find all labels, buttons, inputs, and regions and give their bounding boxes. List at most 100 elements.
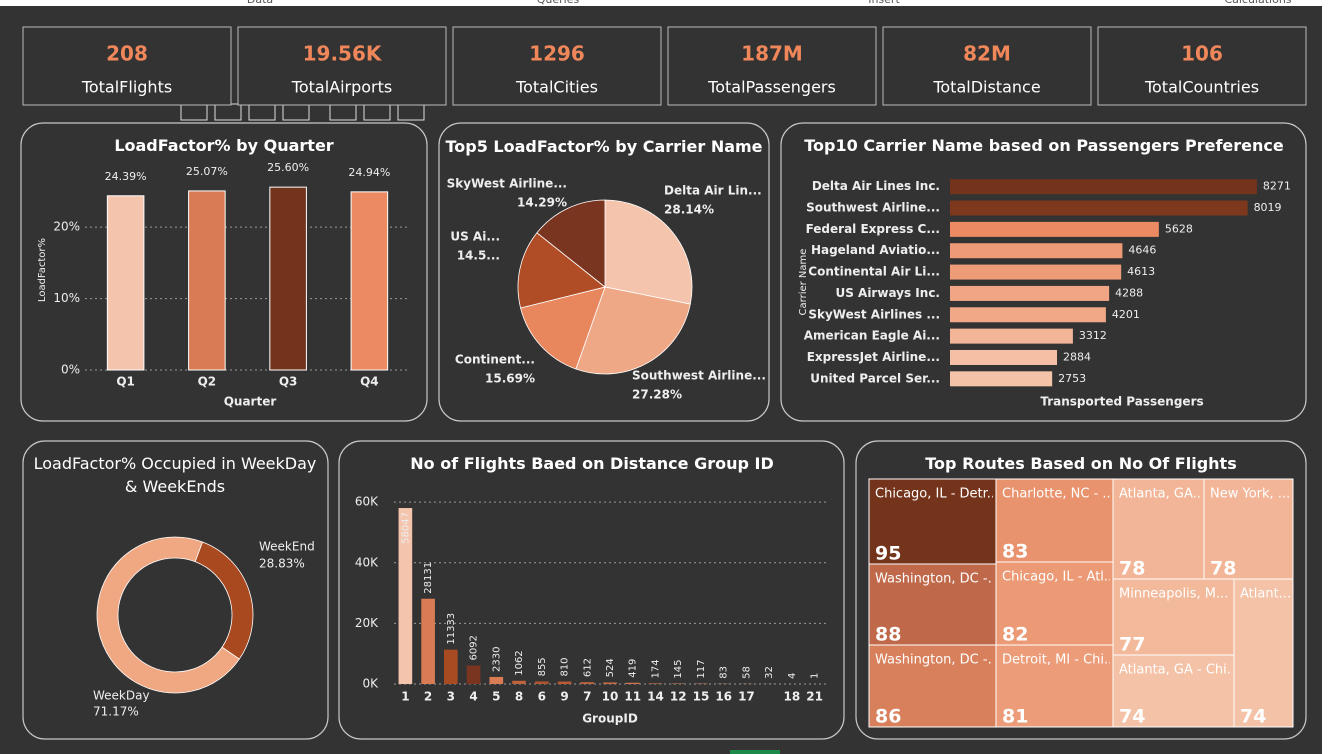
tile — [1203, 478, 1294, 580]
tool-icon[interactable] — [363, 103, 391, 121]
bar — [950, 264, 1122, 280]
tile-value: 78 — [1119, 558, 1145, 580]
tile-label: Charlotte, NC - ... — [1002, 487, 1115, 502]
tile — [995, 644, 1114, 728]
x-tick-label: 1 — [401, 690, 409, 704]
tile — [1112, 578, 1235, 656]
data-label: 4201 — [1112, 308, 1140, 321]
slice-label: Delta Air Lin... — [664, 184, 762, 198]
bar — [950, 221, 1159, 237]
bar — [534, 681, 549, 684]
y-tick-label: Southwest Airline... — [806, 201, 940, 215]
y-tick-label: 0% — [61, 363, 80, 377]
kpi-value: 208 — [106, 42, 148, 66]
bar — [350, 191, 389, 371]
sheet-tab — [730, 750, 780, 754]
tile-value: 77 — [1119, 634, 1145, 656]
x-axis-label: Quarter — [224, 395, 277, 409]
kpi-card — [237, 26, 447, 106]
data-label: 810 — [560, 657, 571, 676]
bar — [398, 508, 413, 684]
x-tick-label: 7 — [583, 690, 591, 704]
tool-icon[interactable] — [180, 103, 208, 121]
kpi-value: 106 — [1181, 42, 1223, 66]
data-label: 1 — [810, 673, 821, 679]
data-label: 24.94% — [348, 166, 390, 179]
tool-icon[interactable] — [282, 103, 310, 121]
tile-label: New York, ... — [1210, 487, 1290, 502]
tile-value: 74 — [1240, 706, 1266, 728]
data-label: 2884 — [1063, 350, 1091, 363]
tile-value: 74 — [1119, 706, 1145, 728]
x-tick-label: 6 — [538, 690, 546, 704]
slice — [96, 536, 240, 694]
data-label: 145 — [673, 659, 684, 678]
y-tick-label: Continental Air Li... — [808, 265, 940, 279]
bar — [950, 285, 1110, 301]
data-label: 419 — [628, 659, 639, 678]
tool-icon[interactable] — [214, 103, 242, 121]
y-axis-label: Carrier Name — [798, 249, 809, 316]
bar — [512, 680, 526, 684]
x-tick-label: 14 — [647, 690, 664, 704]
y-tick-label: United Parcel Ser... — [810, 371, 940, 385]
bar — [106, 195, 145, 371]
slice — [575, 286, 691, 375]
chart-title: LoadFactor% by Quarter — [114, 136, 334, 155]
chart-title: Top10 Carrier Name based on Passengers P… — [804, 136, 1284, 155]
tool-icon[interactable] — [397, 103, 425, 121]
bar — [580, 682, 595, 684]
ribbon-tab: Queries — [537, 0, 580, 6]
data-label: 24.39% — [105, 170, 147, 183]
bar — [950, 307, 1106, 323]
data-label: 6092 — [469, 635, 480, 660]
kpi-label: TotalCountries — [1144, 78, 1259, 97]
tile-label: Detroit, MI - Chi... — [1002, 653, 1116, 668]
tile-label: Atlanta, GA... — [1119, 487, 1205, 502]
kpi-label: TotalCities — [515, 78, 598, 97]
tile — [868, 478, 997, 565]
bar — [950, 179, 1257, 195]
x-tick-label: 21 — [806, 690, 823, 704]
y-tick-label: 0K — [362, 677, 379, 691]
data-label: 5628 — [1165, 222, 1193, 235]
slice-value: 14.29% — [517, 196, 567, 210]
kpi-label: TotalPassengers — [707, 78, 836, 97]
y-tick-label: Delta Air Lines Inc. — [812, 179, 940, 193]
kpi-value: 82M — [963, 42, 1011, 66]
slice-label: SkyWest Airline... — [447, 177, 567, 191]
panel — [22, 440, 329, 740]
bar — [557, 681, 572, 684]
kpi-card — [882, 26, 1092, 106]
x-tick-label: 16 — [715, 690, 732, 704]
y-tick-label: US Airways Inc. — [835, 286, 940, 300]
data-label: 58 — [741, 666, 752, 679]
ribbon-tab: Data — [247, 0, 273, 6]
data-label: 8271 — [1263, 180, 1291, 193]
data-label: 1062 — [514, 650, 525, 675]
x-tick-label: 8 — [515, 690, 523, 704]
x-tick-label: Q1 — [116, 375, 135, 389]
tool-icon[interactable] — [329, 103, 357, 121]
chart-title: No of Flights Baed on Distance Group ID — [410, 454, 774, 473]
y-tick-label: 20K — [355, 616, 379, 630]
tool-icon[interactable] — [248, 103, 276, 121]
data-label: 3312 — [1079, 329, 1107, 342]
bar — [950, 328, 1073, 344]
bar — [950, 349, 1058, 365]
data-label: 2753 — [1058, 372, 1086, 385]
bar — [950, 200, 1248, 216]
ribbon-tab: Calculations — [1224, 0, 1291, 6]
data-label: 174 — [650, 659, 661, 678]
panel — [338, 440, 845, 740]
data-label: 4 — [787, 673, 798, 679]
data-label: 855 — [537, 657, 548, 676]
x-tick-label: 4 — [469, 690, 477, 704]
kpi-label: TotalFlights — [81, 78, 172, 97]
data-label: 25.60% — [267, 161, 309, 174]
x-tick-label: 18 — [784, 690, 801, 704]
bar — [625, 682, 640, 684]
x-tick-label: 12 — [670, 690, 687, 704]
tile-label: Washington, DC -... — [875, 572, 1000, 587]
